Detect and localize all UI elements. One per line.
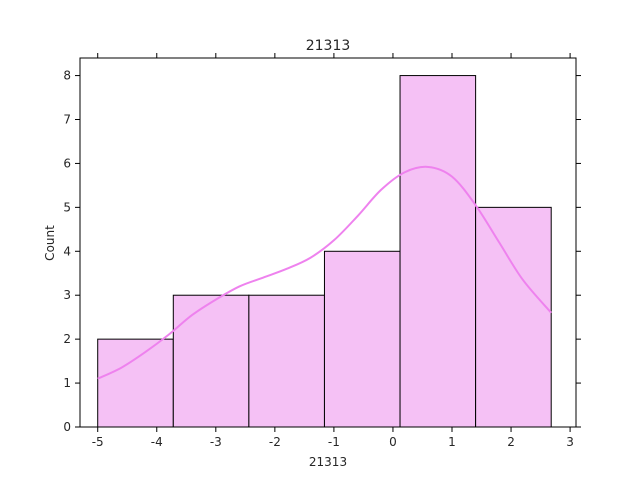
- x-tick-label-4: -1: [328, 435, 340, 449]
- x-tick-label-6: 1: [448, 435, 456, 449]
- bars-group: [97, 75, 552, 428]
- histogram-bar-1: [172, 294, 250, 428]
- histogram-bar-2: [248, 294, 325, 428]
- x-tick-label-2: -3: [210, 435, 222, 449]
- y-tick-label-3: 3: [63, 288, 71, 302]
- y-tick-label-6: 6: [63, 156, 71, 170]
- chart-title: 21313: [306, 38, 351, 54]
- y-axis-ticks: 0 1 2 3 4 5 6 7 8: [63, 69, 581, 434]
- x-tick-label-5: 0: [389, 435, 397, 449]
- y-axis-label: Count: [43, 225, 57, 261]
- y-tick-label-1: 1: [63, 376, 71, 390]
- x-tick-label-0: -5: [92, 435, 104, 449]
- kde-curve: [97, 165, 552, 380]
- y-tick-label-7: 7: [63, 113, 71, 127]
- x-axis-label: 21313: [309, 455, 347, 469]
- y-tick-label-4: 4: [63, 244, 71, 258]
- y-tick-label-8: 8: [63, 69, 71, 83]
- y-tick-label-5: 5: [63, 200, 71, 214]
- histogram-bar-5: [475, 206, 552, 428]
- x-tick-label-1: -4: [151, 435, 163, 449]
- y-tick-label-2: 2: [63, 332, 71, 346]
- x-axis-ticks: -5 -4 -3 -2 -1 0 1 2 3: [92, 53, 574, 449]
- y-tick-label-0: 0: [63, 420, 71, 434]
- x-tick-label-7: 2: [507, 435, 515, 449]
- histogram-bar-0: [97, 338, 174, 428]
- histogram-bar-3: [323, 250, 401, 428]
- histogram-bar-4: [399, 75, 477, 428]
- x-tick-label-3: -2: [269, 435, 281, 449]
- x-tick-label-8: 3: [566, 435, 574, 449]
- axes-frame: [79, 57, 577, 428]
